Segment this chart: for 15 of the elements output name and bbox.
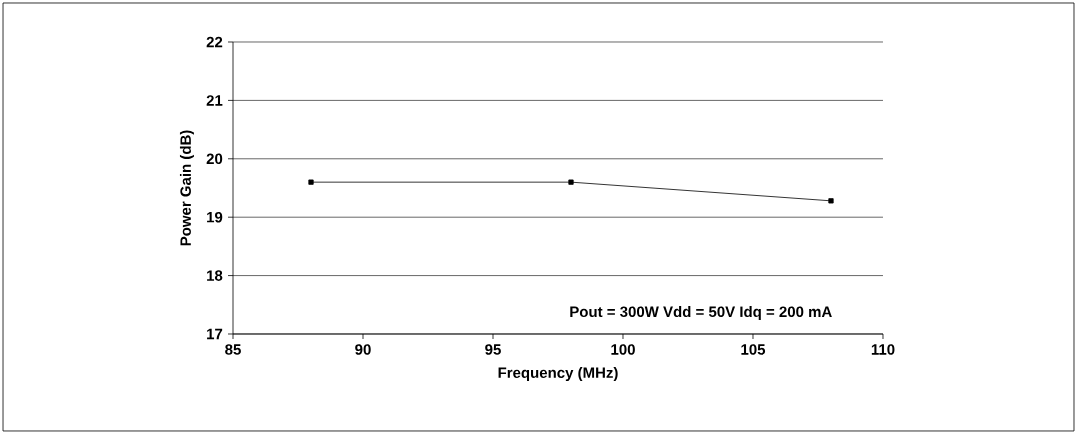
x-tick-label: 100 [611,344,635,355]
y-tick-label: 17 [207,328,223,340]
y-axis-title: Power Gain (dB) [179,130,194,246]
y-tick-label: 18 [207,270,223,281]
x-tick-label: 95 [485,344,501,355]
annotation: Pout = 300W Vdd = 50V Idq = 200 mA [570,306,832,321]
y-tick-label: 20 [206,153,223,165]
x-axis-title: Frequency (MHz) [498,367,618,381]
x-tick-label: 110 [871,344,895,355]
y-tick-label: 22 [206,36,223,48]
x-tick-label: 85 [225,344,241,355]
x-tick-label: 105 [741,344,766,355]
y-tick-label: 21 [206,95,223,106]
x-tick-label: 90 [355,344,371,355]
y-tick-label: 19 [207,211,223,223]
